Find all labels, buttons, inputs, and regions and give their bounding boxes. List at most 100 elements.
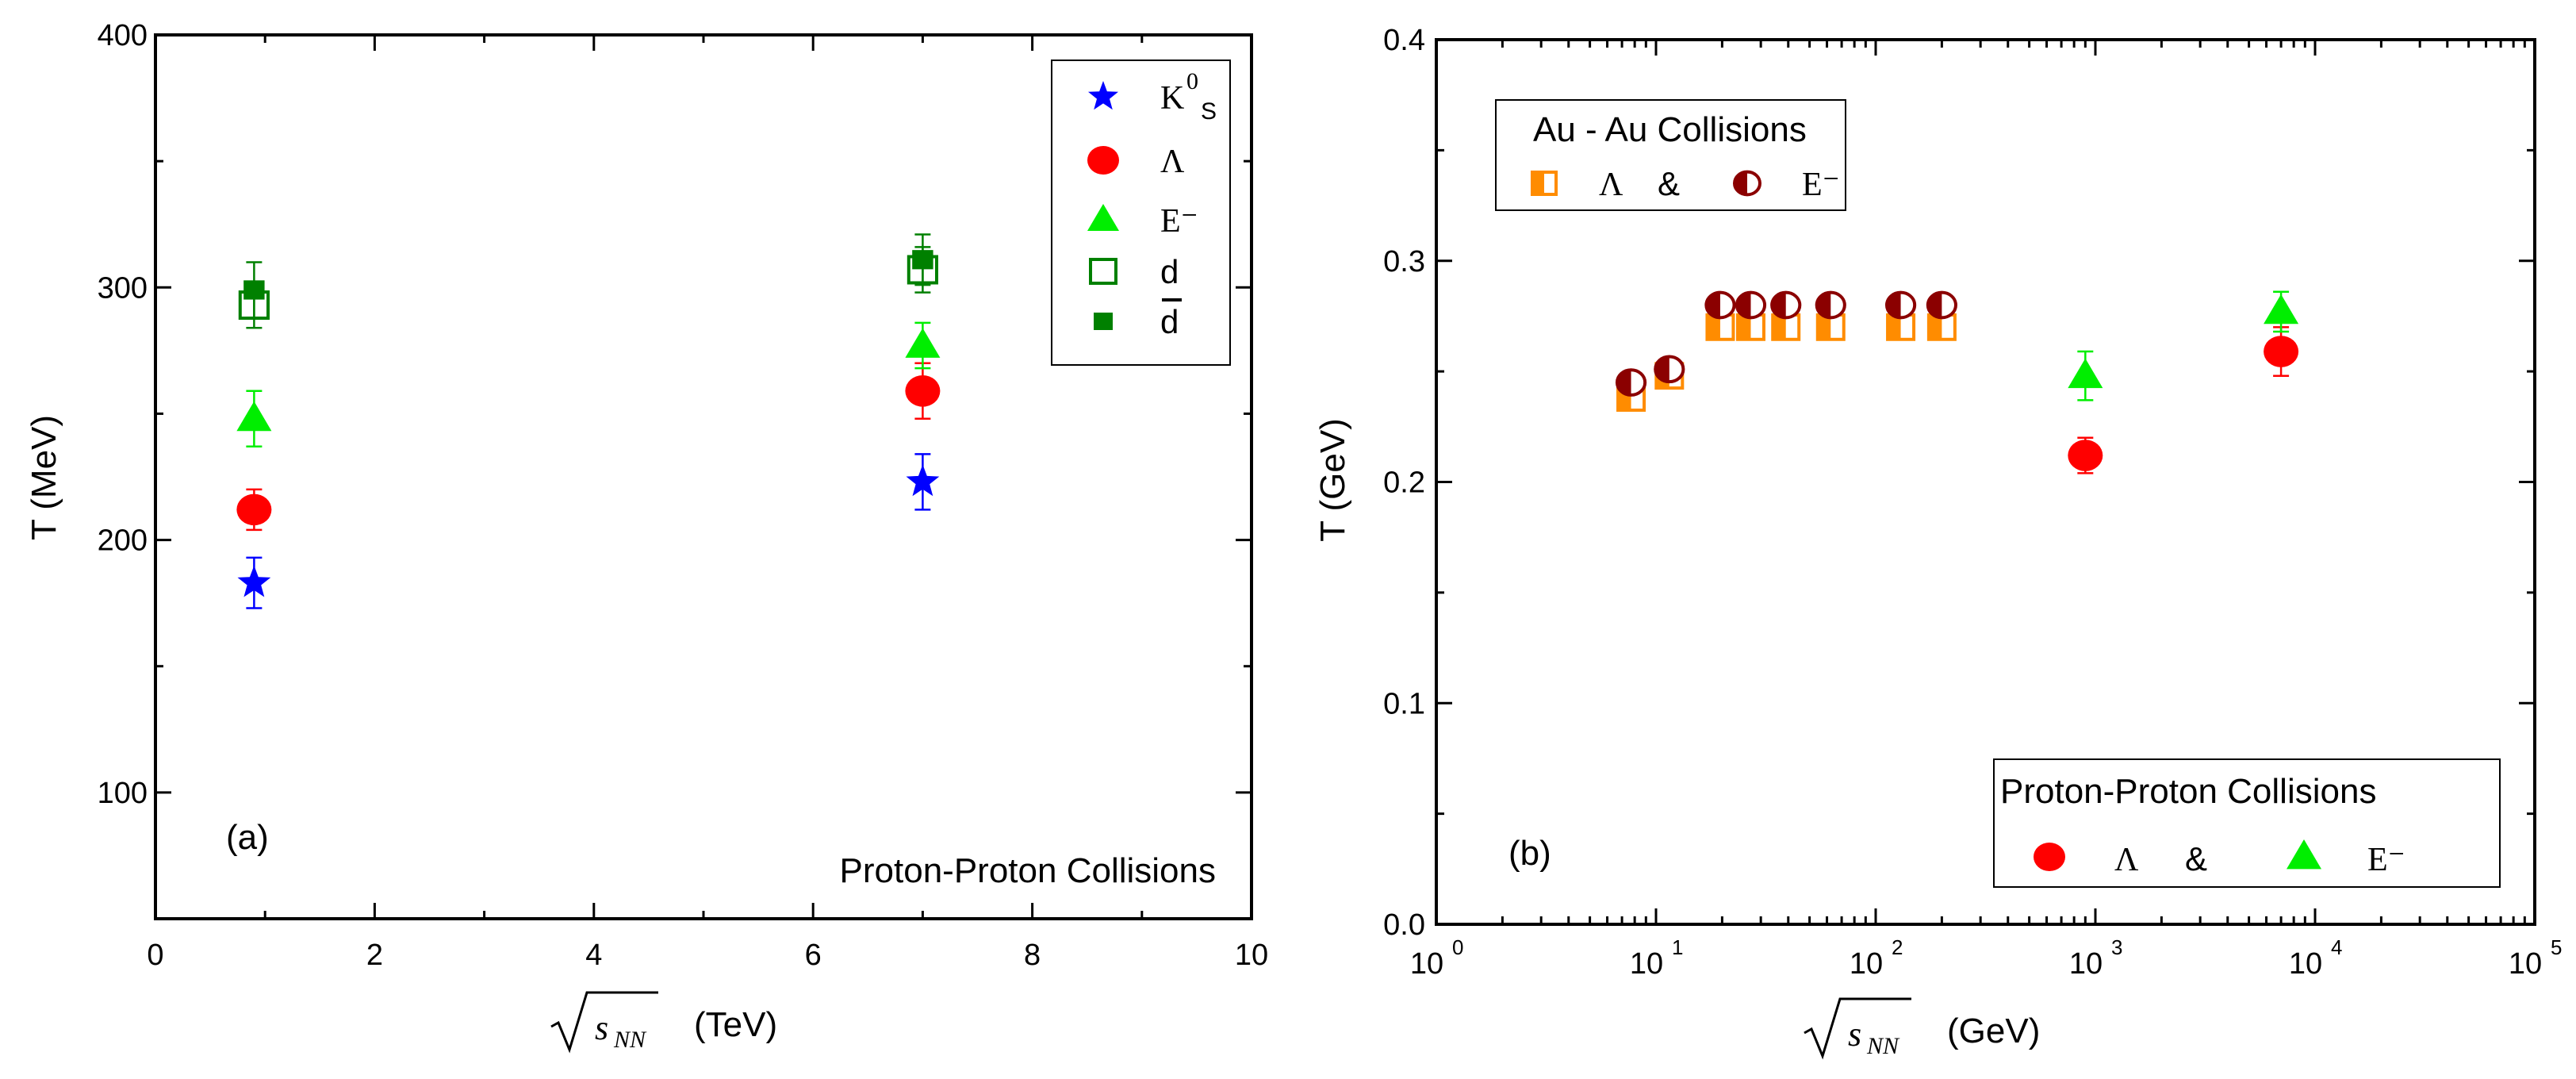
y-tick-label: 400 bbox=[98, 19, 148, 52]
y-tick-label: 100 bbox=[98, 777, 148, 810]
legend: K 0S Λ E⁻ dd bbox=[1051, 60, 1231, 366]
data-point bbox=[1884, 290, 1917, 320]
data-point bbox=[905, 374, 941, 407]
x-tick-label: 8 bbox=[1024, 939, 1041, 972]
data-point bbox=[243, 280, 265, 300]
x-tick-label: 10 4 bbox=[2289, 935, 2343, 981]
chart-b: 10 0 10 1 10 2 10 3 10 4 10 5 0.0 0.1 0.2 0.3 0.4 T (GeV)… bbox=[1313, 24, 2563, 1060]
svg-text:1: 1 bbox=[1672, 935, 1683, 959]
legend-title: Au - Au Collisions bbox=[1533, 110, 1807, 149]
legend-item: K 0S bbox=[1088, 68, 1217, 125]
data-point bbox=[2264, 294, 2299, 324]
data-point bbox=[905, 328, 941, 358]
annotation: Proton-Proton Collisions bbox=[840, 851, 1216, 890]
data-point bbox=[1926, 290, 1957, 320]
legend-label: Λ bbox=[2114, 842, 2139, 878]
data-point bbox=[1705, 313, 1735, 341]
legend-label: K bbox=[1160, 80, 1184, 117]
legend-title: Proton-Proton Collisions bbox=[2000, 772, 2376, 811]
y-axis-label: T (GeV) bbox=[1313, 418, 1352, 542]
series-triangle bbox=[236, 321, 941, 448]
legend-label: d bbox=[1160, 303, 1179, 340]
legend-au-au: Au - Au Collisions Λ & E⁻ bbox=[1495, 99, 1846, 211]
legend-marker bbox=[1733, 170, 1761, 197]
data-point bbox=[236, 401, 272, 432]
x-label-unit: (TeV) bbox=[694, 1005, 777, 1044]
data-point bbox=[1615, 368, 1647, 397]
legend-item: d bbox=[1089, 253, 1179, 290]
legend-marker bbox=[1094, 313, 1113, 330]
legend-label: Λ bbox=[1599, 167, 1623, 203]
x-tick-label: 2 bbox=[366, 939, 383, 972]
y-tick-label: 300 bbox=[98, 271, 148, 305]
legend-marker bbox=[1087, 204, 1119, 231]
x-tick-label: 10 3 bbox=[2069, 935, 2123, 981]
data-point bbox=[912, 250, 933, 270]
legend-label: E⁻ bbox=[1160, 203, 1198, 240]
legend-item: Λ bbox=[1087, 144, 1185, 180]
svg-text:10: 10 bbox=[1630, 947, 1663, 981]
x-label-sub: NN bbox=[1866, 1033, 1900, 1059]
data-point bbox=[237, 565, 271, 597]
y-tick-label: 0.2 bbox=[1383, 467, 1425, 500]
svg-text:0: 0 bbox=[1452, 935, 1463, 959]
data-point bbox=[236, 493, 272, 526]
x-tick-label: 10 1 bbox=[1630, 935, 1684, 981]
data-point bbox=[1771, 313, 1801, 341]
legend-label: d bbox=[1160, 253, 1179, 290]
chart-a: 0 2 4 6 8 10 100 200 300 400 T (MeV) s NN (TeV) (a) Pro… bbox=[25, 19, 1268, 1054]
series-circle bbox=[236, 362, 941, 532]
svg-text:10: 10 bbox=[2069, 947, 2103, 981]
legend-marker bbox=[1088, 81, 1118, 110]
x-tick-label: 10 0 bbox=[1410, 935, 1464, 981]
data-point bbox=[1926, 313, 1957, 341]
x-axis-label: s NN (TeV) bbox=[550, 991, 777, 1054]
legend-marker bbox=[1089, 258, 1117, 285]
x-label-unit: (GeV) bbox=[1947, 1012, 2040, 1050]
series-triangle bbox=[2068, 290, 2299, 401]
legend-label: Λ bbox=[1160, 144, 1185, 180]
panel-label: (b) bbox=[1508, 834, 1551, 873]
svg-text:4: 4 bbox=[2331, 935, 2342, 959]
legend-amp: & bbox=[1658, 165, 1680, 202]
series-open-square bbox=[238, 246, 939, 329]
legend-item: d bbox=[1094, 298, 1182, 340]
x-tick-label: 6 bbox=[805, 939, 822, 972]
data-point bbox=[906, 464, 940, 497]
legend-marker bbox=[1087, 146, 1119, 175]
data-point bbox=[2068, 440, 2103, 471]
x-tick-label: 10 5 bbox=[2509, 935, 2563, 981]
x-label-s: s bbox=[1848, 1015, 1861, 1054]
data-point bbox=[2264, 336, 2299, 367]
data-point bbox=[1735, 290, 1767, 320]
series-circle bbox=[2068, 326, 2299, 474]
legend-marker bbox=[2034, 843, 2065, 871]
svg-text:10: 10 bbox=[2289, 947, 2322, 981]
x-tick-label: 10 bbox=[1235, 939, 1268, 972]
series-star bbox=[237, 453, 940, 609]
x-tick-label: 10 2 bbox=[1850, 935, 1903, 981]
svg-text:2: 2 bbox=[1892, 935, 1903, 959]
y-tick-label: 0.4 bbox=[1383, 24, 1425, 57]
x-axis-label: s NN (GeV) bbox=[1804, 997, 2040, 1060]
legend-label: E⁻ bbox=[2367, 842, 2405, 878]
legend-sub: S bbox=[1201, 98, 1217, 125]
svg-text:3: 3 bbox=[2111, 935, 2122, 959]
svg-text:10: 10 bbox=[1410, 947, 1443, 981]
series-filled-square bbox=[243, 233, 933, 319]
series-half-circle bbox=[1615, 290, 1957, 397]
svg-text:10: 10 bbox=[1850, 947, 1883, 981]
data-point bbox=[1770, 290, 1802, 320]
svg-text:10: 10 bbox=[2509, 947, 2542, 981]
legend-item: E⁻ bbox=[1087, 203, 1198, 240]
x-label-sub: NN bbox=[613, 1027, 647, 1053]
svg-text:5: 5 bbox=[2551, 935, 2562, 959]
legend-amp: & bbox=[2185, 840, 2207, 877]
data-point bbox=[2068, 358, 2103, 389]
x-label-s: s bbox=[595, 1008, 608, 1047]
x-tick-label: 0 bbox=[147, 939, 163, 972]
y-tick-label: 0.0 bbox=[1383, 908, 1425, 942]
data-point bbox=[1704, 290, 1736, 320]
legend-proton-proton: Proton-Proton Collisions Λ & E⁻ bbox=[1993, 758, 2501, 888]
